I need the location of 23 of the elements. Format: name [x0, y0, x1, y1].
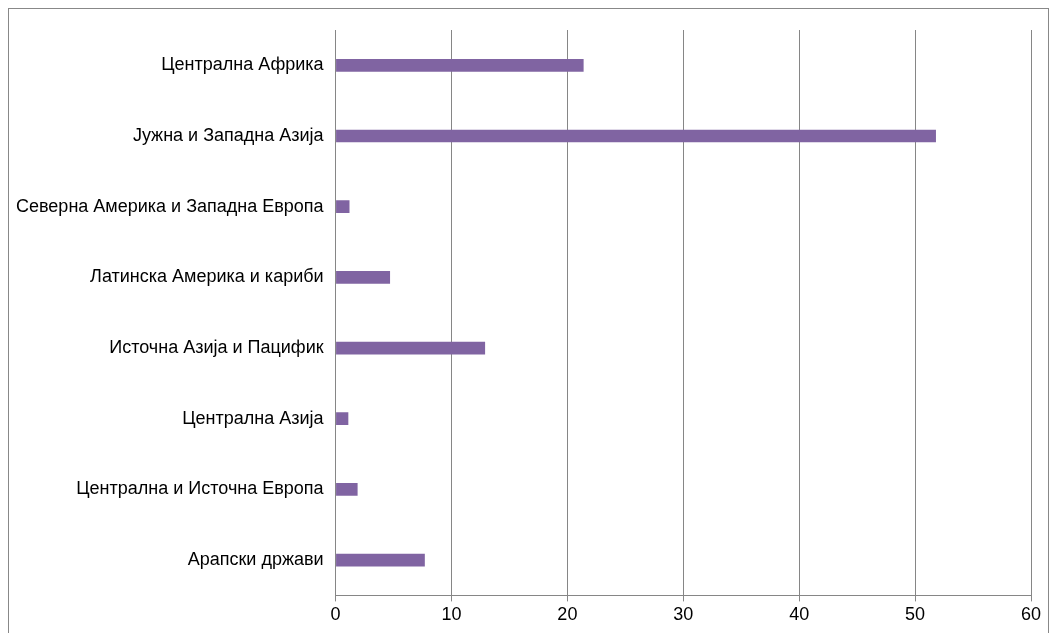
bar	[336, 271, 391, 284]
x-tick-label: 10	[441, 604, 462, 625]
y-tick-label: Арапски држави	[187, 549, 324, 570]
bar	[336, 553, 425, 567]
x-tick-label: 0	[330, 604, 341, 625]
bar	[336, 412, 349, 426]
y-tick-label: Централна и Источна Европа	[76, 478, 325, 499]
x-tick-label: 30	[673, 604, 694, 625]
x-tick-label: 50	[905, 604, 926, 625]
y-tick-label: Централна Африка	[161, 54, 325, 75]
bar	[336, 129, 936, 143]
x-tick-label: 20	[557, 604, 578, 625]
y-tick-label: Централна Азија	[182, 407, 325, 428]
y-tick-label: Јужна и Западна Азија	[132, 124, 325, 145]
y-tick-label: Северна Америка и Западна Европа	[15, 195, 325, 216]
y-tick-label: Источна Азија и Пацифик	[109, 337, 324, 358]
x-tick-label: 60	[1020, 604, 1042, 625]
bar	[336, 341, 486, 355]
bar	[336, 58, 584, 72]
bar	[336, 200, 350, 214]
x-tick-label: 40	[789, 604, 810, 625]
y-tick-label: Латинска Америка и кариби	[90, 266, 324, 287]
bar	[336, 483, 358, 496]
